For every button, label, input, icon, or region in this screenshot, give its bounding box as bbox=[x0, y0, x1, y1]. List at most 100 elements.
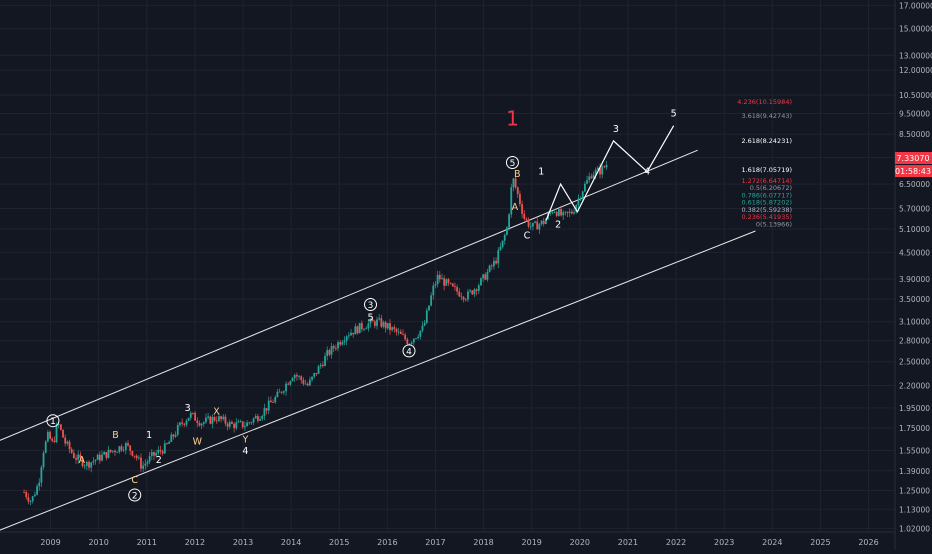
candle-body bbox=[575, 204, 578, 213]
candle-body bbox=[267, 400, 270, 411]
fib-level-label: 0.786(6.07717) bbox=[741, 191, 792, 199]
candle-body bbox=[321, 364, 324, 366]
price-tick-label: 1.95000 bbox=[899, 404, 930, 413]
candle-body bbox=[237, 421, 240, 423]
candle-body bbox=[306, 383, 309, 386]
wave-label: 3 bbox=[185, 403, 191, 414]
price-tick-label: 1.55000 bbox=[899, 447, 930, 456]
candle-body bbox=[397, 331, 400, 333]
candle-body bbox=[395, 328, 398, 332]
candle-body bbox=[40, 467, 43, 483]
candle-body bbox=[118, 446, 121, 452]
candle-body bbox=[88, 461, 90, 468]
last-price-badge-bg bbox=[895, 152, 932, 164]
candle-body bbox=[332, 346, 335, 349]
candle-body bbox=[508, 214, 510, 228]
fib-level-label: 0.5(6.20672) bbox=[750, 184, 792, 192]
candle-body bbox=[551, 212, 554, 214]
candle-body bbox=[434, 284, 437, 286]
candle-body bbox=[289, 381, 292, 385]
time-axis[interactable]: 2009 2010 2011 2012 2013 2014 2015 2016 2017 2018… bbox=[40, 538, 878, 547]
price-tick-label: 2.20000 bbox=[899, 381, 930, 390]
candle-body bbox=[77, 454, 80, 460]
candle-body bbox=[278, 391, 281, 393]
candle-body bbox=[124, 443, 127, 450]
time-tick-label: 2019 bbox=[522, 538, 542, 547]
candle-body bbox=[64, 437, 67, 444]
price-tick-label: 1.25000 bbox=[899, 487, 930, 496]
candle-body bbox=[430, 295, 433, 306]
fib-level-label: 0(5.13966) bbox=[756, 221, 792, 229]
candle-body bbox=[205, 417, 207, 423]
candle-body bbox=[330, 346, 333, 355]
candle-body bbox=[456, 287, 459, 292]
candle-body bbox=[304, 383, 307, 385]
wave-label: 4 bbox=[406, 347, 412, 357]
candle-body bbox=[90, 462, 93, 468]
candle-body bbox=[560, 209, 562, 216]
candle-body bbox=[105, 452, 108, 458]
candle-body bbox=[462, 297, 465, 300]
candle-body bbox=[525, 218, 528, 220]
candle-body bbox=[432, 285, 435, 296]
price-axis[interactable]: 17.00000 15.00000 13.00000 12.00000 10.50000… bbox=[899, 1, 932, 533]
candle-body bbox=[57, 424, 60, 426]
candle-body bbox=[280, 391, 283, 393]
candle-body bbox=[477, 285, 480, 291]
wave-label: C bbox=[524, 231, 531, 242]
wave-label-circle bbox=[128, 488, 142, 502]
candle-body bbox=[72, 452, 75, 459]
candle-body bbox=[114, 450, 116, 453]
candle-body bbox=[103, 452, 106, 455]
wave-label: A bbox=[512, 202, 519, 213]
candle-body bbox=[315, 372, 318, 374]
candle-body bbox=[53, 440, 56, 443]
candle-body bbox=[148, 456, 151, 462]
candle-body bbox=[536, 221, 539, 230]
price-tick-label: 1.75000 bbox=[899, 424, 930, 433]
candle-body bbox=[557, 209, 560, 216]
candle-body bbox=[540, 220, 543, 225]
fib-level-label: 0.618(5.87202) bbox=[741, 199, 792, 207]
candle-body bbox=[192, 412, 194, 414]
candle-body bbox=[501, 240, 504, 247]
price-tick-label: 4.50000 bbox=[899, 248, 930, 257]
candle-body bbox=[506, 227, 508, 235]
candle-body bbox=[246, 422, 248, 427]
candle-body bbox=[581, 191, 584, 199]
price-tick-label: 2.50000 bbox=[899, 358, 930, 367]
price-tick-label: 9.50000 bbox=[899, 110, 930, 119]
wave-label-circle bbox=[46, 414, 60, 428]
time-tick-label: 2010 bbox=[88, 538, 108, 547]
candle-body bbox=[231, 421, 233, 424]
fib-level-label: 0.382(5.59238) bbox=[741, 206, 792, 214]
wave-label: 1 bbox=[50, 417, 56, 427]
time-tick-label: 2015 bbox=[329, 538, 349, 547]
wave-label: 4 bbox=[644, 166, 650, 177]
time-tick-label: 2016 bbox=[377, 538, 397, 547]
candle-body bbox=[577, 198, 580, 205]
candle-body bbox=[412, 338, 415, 343]
price-tick-label: 3.50000 bbox=[899, 295, 930, 304]
candle-body bbox=[133, 455, 136, 457]
candle-body bbox=[343, 340, 346, 343]
candle-body bbox=[406, 339, 409, 344]
candle-body bbox=[261, 415, 264, 420]
time-tick-label: 2018 bbox=[473, 538, 493, 547]
candle-body bbox=[29, 501, 32, 502]
candle-body bbox=[146, 461, 149, 464]
wave-projection-path[interactable] bbox=[545, 125, 675, 221]
candle-body bbox=[451, 283, 454, 287]
candle-body bbox=[421, 325, 424, 331]
channel-line[interactable] bbox=[0, 230, 756, 532]
candle-body bbox=[239, 421, 242, 423]
candle-body bbox=[163, 443, 166, 454]
candle-body bbox=[295, 375, 298, 377]
candle-body bbox=[566, 211, 569, 213]
candle-body bbox=[135, 455, 138, 459]
candle-body bbox=[592, 174, 595, 179]
candle-body bbox=[549, 212, 552, 214]
candle-body bbox=[445, 279, 448, 286]
